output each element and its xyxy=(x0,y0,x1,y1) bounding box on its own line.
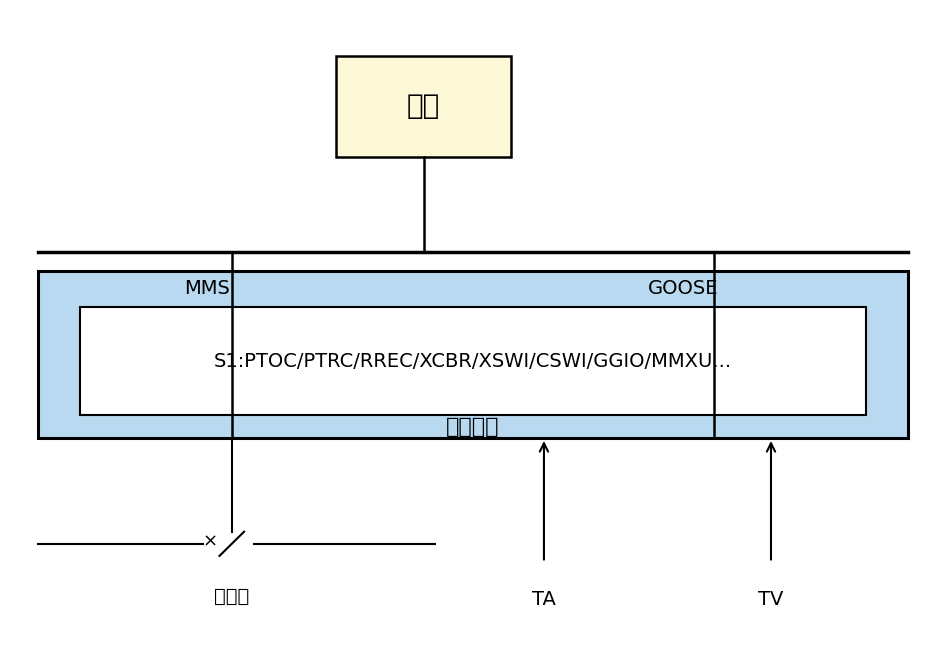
Text: ×: × xyxy=(202,533,218,551)
Text: 断路器: 断路器 xyxy=(214,587,250,606)
Text: TV: TV xyxy=(759,590,783,610)
Text: TA: TA xyxy=(532,590,556,610)
Bar xyxy=(80,307,866,415)
Text: MMS: MMS xyxy=(184,279,230,298)
Bar xyxy=(336,56,511,157)
Bar xyxy=(38,271,908,438)
Text: 后台: 后台 xyxy=(407,92,440,120)
Text: 保护测控: 保护测控 xyxy=(447,417,499,437)
Text: GOOSE: GOOSE xyxy=(648,279,719,298)
Text: S1:PTOC/PTRC/RREC/XCBR/XSWI/CSWI/GGIO/MMXU...: S1:PTOC/PTRC/RREC/XCBR/XSWI/CSWI/GGIO/MM… xyxy=(214,352,732,371)
